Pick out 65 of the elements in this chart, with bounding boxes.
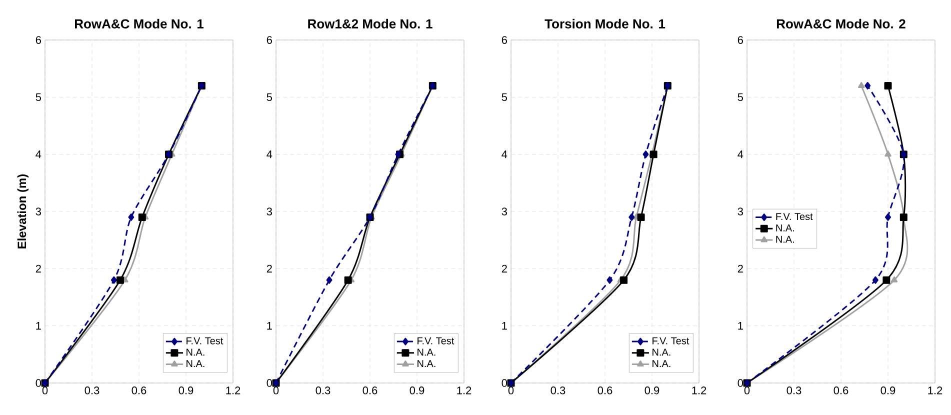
y-tick-label: 0 xyxy=(502,379,508,387)
x-tick-label: 0.6 xyxy=(132,386,146,394)
x-tick-label: 0.9 xyxy=(178,386,194,394)
legend-label: F.V. Test xyxy=(186,337,224,344)
chart-title: Torsion Mode No. 1 xyxy=(544,18,666,28)
legend-label: N.A. xyxy=(418,360,436,367)
x-tick-label: 0.9 xyxy=(410,386,424,394)
y-tick-label: 4 xyxy=(36,150,42,158)
y-tick-label: 5 xyxy=(738,93,743,102)
y-tick-label: 0 xyxy=(738,379,744,387)
x-tick-label: 1.2 xyxy=(692,386,706,394)
legend-label: N.A. xyxy=(652,360,670,367)
x-tick-label: 0 xyxy=(42,386,48,394)
chart-title: Row1&2 Mode No. 1 xyxy=(308,18,432,28)
legend-label: N.A. xyxy=(776,224,794,232)
y-tick-label: 6 xyxy=(266,36,272,44)
y-tick-label: 1 xyxy=(36,322,41,330)
x-tick-label: 1.2 xyxy=(226,386,240,394)
y-tick-label: 5 xyxy=(502,93,507,102)
x-tick-label: 1.2 xyxy=(457,386,472,394)
y-tick-label: 6 xyxy=(738,36,743,44)
y-tick-label: 0 xyxy=(36,379,42,387)
y-tick-label: 5 xyxy=(36,93,42,102)
y-tick-label: 2 xyxy=(738,264,743,272)
y-tick-label: 3 xyxy=(36,208,41,216)
x-tick-label: 0.3 xyxy=(786,386,802,394)
legend-label: N.A. xyxy=(418,348,436,356)
y-tick-label: 2 xyxy=(36,264,41,272)
y-tick-label: 1 xyxy=(502,322,507,330)
y-tick-label: 5 xyxy=(266,93,272,102)
chart-title: RowA&C Mode No. 2 xyxy=(776,18,906,28)
legend-label: N.A. xyxy=(186,348,204,356)
y-tick-label: 3 xyxy=(266,208,272,216)
y-tick-label: 2 xyxy=(502,264,507,272)
y-tick-label: 2 xyxy=(266,264,272,272)
x-tick-label: 1.2 xyxy=(928,386,942,394)
y-tick-label: 4 xyxy=(502,150,508,158)
y-tick-label: 1 xyxy=(738,322,743,330)
chart-title: RowA&C Mode No. 1 xyxy=(75,18,204,28)
x-tick-label: 0.6 xyxy=(834,386,848,394)
x-tick-label: 0.9 xyxy=(880,386,896,394)
legend-label: F.V. Test xyxy=(418,337,454,344)
y-tick-label: 4 xyxy=(738,150,744,158)
y-tick-label: 6 xyxy=(502,36,507,44)
x-tick-label: 0 xyxy=(273,386,279,394)
x-tick-label: 0.6 xyxy=(362,386,378,394)
x-tick-label: 0.3 xyxy=(550,386,566,394)
y-axis-title: Elevation (m) xyxy=(17,174,29,248)
legend-label: N.A. xyxy=(652,348,670,356)
legend-label: N.A. xyxy=(776,236,794,243)
legend-label: F.V. Test xyxy=(652,337,690,344)
x-tick-label: 0.3 xyxy=(84,386,100,394)
y-tick-label: 3 xyxy=(502,208,507,216)
y-tick-label: 3 xyxy=(738,208,743,216)
x-tick-label: 0 xyxy=(508,386,514,394)
x-tick-label: 0.6 xyxy=(598,386,612,394)
x-tick-label: 0.3 xyxy=(316,386,330,394)
y-tick-label: 6 xyxy=(36,36,41,44)
legend-label: F.V. Test xyxy=(776,213,813,220)
y-tick-label: 4 xyxy=(266,150,272,158)
x-tick-label: 0.9 xyxy=(644,386,660,394)
legend-label: N.A. xyxy=(186,360,204,367)
y-tick-label: 0 xyxy=(266,379,272,387)
y-tick-label: 1 xyxy=(267,322,272,330)
x-tick-label: 0 xyxy=(744,386,750,394)
